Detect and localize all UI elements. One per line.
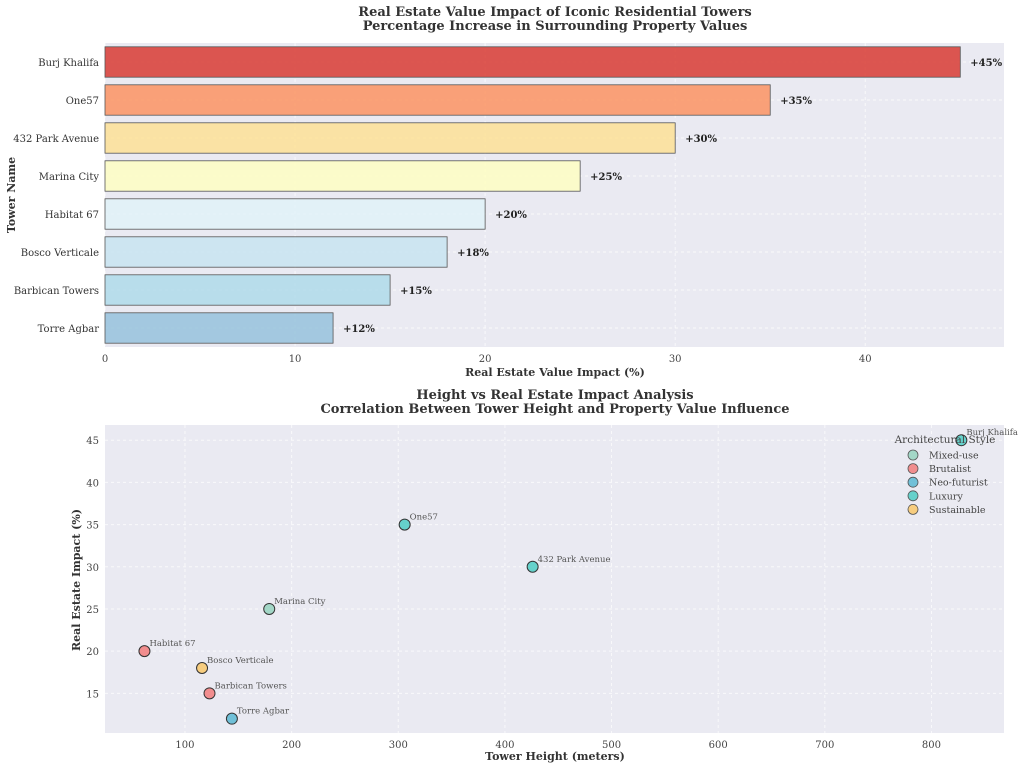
y-tick-label: Barbican Towers <box>14 286 99 297</box>
bar-plot-area: 0 10 20 30 40 Burj Khalifa +45% One57 +35% 432 Pa… <box>13 43 1004 365</box>
legend-marker <box>907 476 919 488</box>
scatter-x-axis-label: Tower Height (meters) <box>485 750 625 763</box>
x-tick-label: 10 <box>289 354 302 365</box>
legend-title: Architectural Style <box>894 434 996 446</box>
y-tick-label: Marina City <box>39 172 100 183</box>
legend-label: Mixed-use <box>929 451 979 462</box>
scatter-subtitle: Correlation Between Tower Height and Pro… <box>320 402 789 417</box>
point-label: One57 <box>410 513 438 523</box>
y-tick-label: 30 <box>86 563 99 574</box>
y-tick-label: 432 Park Avenue <box>13 134 99 145</box>
data-label: +45% <box>970 58 1002 69</box>
legend: Architectural Style Mixed-use Brutalist Neo… <box>894 434 996 516</box>
y-tick-label: 20 <box>86 647 99 658</box>
bar-y-axis-label: Tower Name <box>5 157 18 233</box>
data-label: +20% <box>495 210 527 221</box>
data-label: +18% <box>457 248 489 259</box>
y-tick-label: One57 <box>66 96 99 107</box>
bar <box>104 122 676 154</box>
point-label: Habitat 67 <box>149 639 195 649</box>
scatter-title: Height vs Real Estate Impact Analysis <box>416 388 693 403</box>
bar <box>104 312 334 344</box>
x-tick-label: 30 <box>669 354 682 365</box>
scatter-point <box>398 518 411 531</box>
y-tick-label: Bosco Verticale <box>21 248 99 259</box>
bar <box>104 274 391 306</box>
legend-label: Neo-futurist <box>929 478 988 489</box>
x-tick-label: 20 <box>479 354 492 365</box>
x-tick-label: 100 <box>175 740 194 751</box>
x-tick-label: 800 <box>922 740 941 751</box>
point-label: 432 Park Avenue <box>538 555 611 565</box>
x-tick-label: 200 <box>282 740 301 751</box>
x-tick-label: 300 <box>389 740 408 751</box>
legend-label: Sustainable <box>929 505 986 516</box>
data-label: +15% <box>400 286 432 297</box>
bar-x-axis-label: Real Estate Value Impact (%) <box>465 366 645 379</box>
legend-marker <box>907 490 919 502</box>
point-label: Barbican Towers <box>215 681 287 691</box>
bar <box>104 46 961 78</box>
legend-marker <box>907 463 919 475</box>
y-tick-label: 25 <box>86 605 99 616</box>
y-tick-label: 15 <box>86 689 99 700</box>
scatter-point <box>955 434 968 447</box>
plot-background <box>105 425 1004 733</box>
scatter-plot-area: 100 200 300 400 500 600 700 800 15 20 25 30 35 40 45 Bu… <box>86 425 1018 751</box>
x-tick-label: 0 <box>102 354 108 365</box>
y-tick-label: 40 <box>86 478 99 489</box>
data-label: +25% <box>590 172 622 183</box>
bar <box>104 84 771 116</box>
data-label: +30% <box>685 134 717 145</box>
scatter-point <box>225 712 238 725</box>
y-tick-label: Habitat 67 <box>45 210 99 221</box>
bar <box>104 236 448 268</box>
legend-marker <box>907 503 919 515</box>
x-tick-label: 600 <box>709 740 728 751</box>
y-tick-label: 45 <box>86 436 99 447</box>
x-tick-label: 40 <box>859 354 872 365</box>
scatter-point <box>203 687 216 700</box>
x-tick-label: 400 <box>495 740 514 751</box>
scatter-point <box>138 645 151 658</box>
point-label: Bosco Verticale <box>207 656 273 666</box>
legend-label: Luxury <box>929 491 963 502</box>
data-label: +35% <box>780 96 812 107</box>
x-tick-label: 700 <box>815 740 834 751</box>
legend-label: Brutalist <box>929 464 971 475</box>
point-label: Burj Khalifa <box>966 428 1018 438</box>
bar <box>104 160 581 192</box>
y-tick-label: Burj Khalifa <box>38 58 99 69</box>
bar <box>104 198 486 230</box>
point-label: Marina City <box>274 597 325 607</box>
y-tick-label: 35 <box>86 521 99 532</box>
scatter-point <box>196 662 209 675</box>
x-tick-label: 500 <box>602 740 621 751</box>
point-label: Torre Agbar <box>237 707 290 717</box>
data-label: +12% <box>343 324 375 335</box>
scatter-y-axis-label: Real Estate Impact (%) <box>70 509 83 651</box>
scatter-point <box>526 560 539 573</box>
y-tick-label: Torre Agbar <box>38 324 100 335</box>
scatter-point <box>263 602 276 615</box>
bar-chart-title: Real Estate Value Impact of Iconic Resid… <box>358 5 751 20</box>
bar-chart-subtitle: Percentage Increase in Surrounding Prope… <box>363 19 748 34</box>
legend-marker <box>907 449 919 461</box>
